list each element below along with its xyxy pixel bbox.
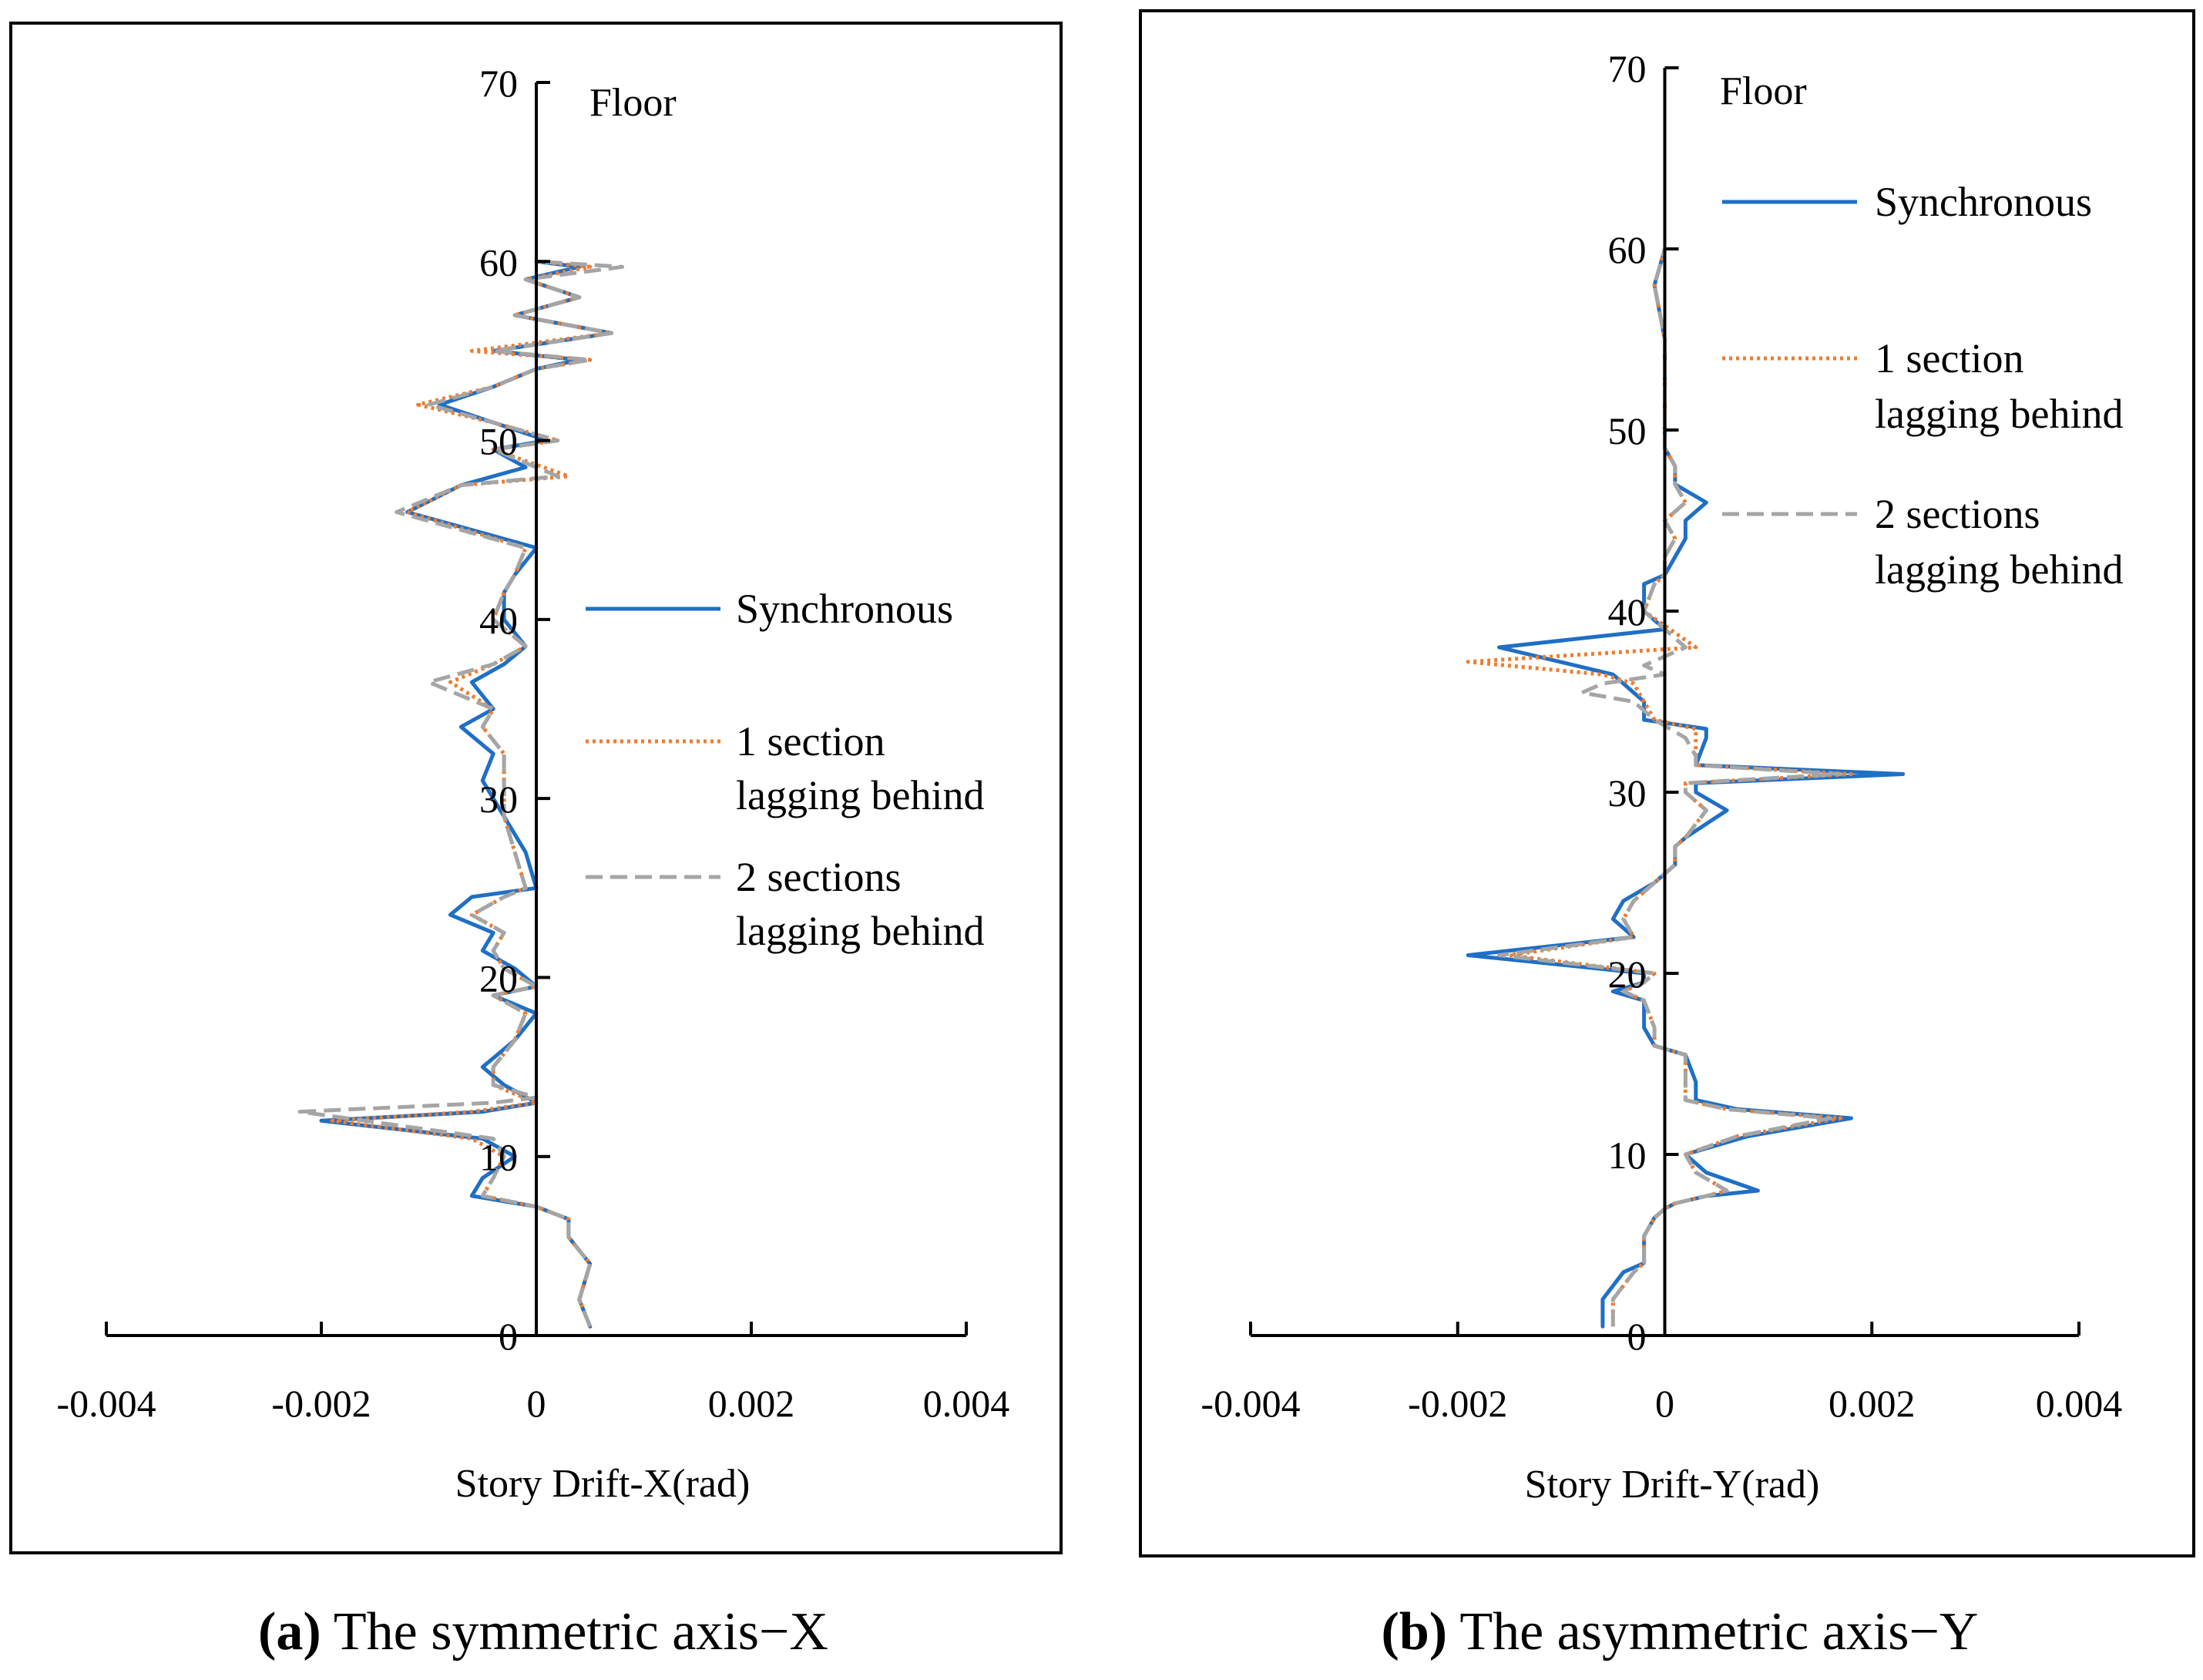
y-tick-label: 70	[479, 62, 518, 105]
series-line-1	[1466, 247, 1906, 1329]
panel-b-caption-label: (b)	[1382, 1602, 1448, 1662]
legend-label-1-section: 1 section lagging behind	[736, 718, 984, 818]
series-line-2	[330, 259, 614, 1328]
y-tick-label: 30	[479, 778, 518, 821]
y-tick-label: 10	[479, 1136, 518, 1179]
y-tick-label: 0	[499, 1315, 518, 1358]
x-tick-label: 0	[527, 1382, 546, 1425]
y-tick-label: 0	[1627, 1315, 1647, 1358]
x-tick-label: 0.002	[708, 1382, 795, 1425]
x-tick-label: 0.004	[923, 1382, 1010, 1425]
y-tick-label: 30	[1608, 771, 1647, 815]
x-tick-label: -0.004	[56, 1382, 156, 1425]
x-tick-label: 0.002	[1829, 1382, 1916, 1425]
panel-a-caption: (a) The symmetric axis−X	[258, 1602, 828, 1662]
legend-label-synchronous: Synchronous	[1875, 179, 2092, 225]
y-tick-label: 40	[479, 599, 518, 642]
panel-b-plot: -0.004 -0.002 0 0.002 0.004 0 10 20 30 40 50 60 70	[1201, 47, 2122, 1425]
y-tick-label: 60	[1608, 228, 1647, 271]
panel-b-ylabel: Floor	[1720, 69, 1807, 113]
y-tick-label: 20	[1608, 953, 1647, 996]
panel-a-ylabel: Floor	[589, 81, 677, 125]
x-tick-label: 0.004	[2036, 1382, 2123, 1425]
x-tick-label: -0.002	[1408, 1382, 1507, 1425]
legend-label-2-sections-line2: lagging behind	[736, 908, 984, 954]
series-line-3	[297, 259, 625, 1328]
panel-b: -0.004 -0.002 0 0.002 0.004 0 10 20 30 40 50 60 70 F…	[1139, 9, 2195, 1662]
legend-label-1-section-line2: lagging behind	[736, 772, 984, 818]
panel-b-caption-text: The asymmetric axis−Y	[1447, 1602, 1978, 1662]
panel-a-caption-text: The symmetric axis−X	[321, 1602, 828, 1662]
y-tick-label: 20	[479, 956, 518, 1000]
x-tick-label: -0.002	[271, 1382, 371, 1425]
legend-label-1-section: 1 section lagging behind	[1875, 335, 2123, 437]
y-tick-label: 50	[479, 420, 518, 463]
y-tick-label: 10	[1608, 1134, 1647, 1177]
y-tick-label: 40	[1608, 590, 1647, 633]
y-tick-label: 60	[479, 240, 518, 284]
y-tick-label: 70	[1608, 47, 1647, 90]
legend-label-synchronous: Synchronous	[736, 586, 953, 632]
legend-label-1-section-line2: lagging behind	[1875, 391, 2123, 437]
series-line-3	[1497, 248, 1843, 1327]
panel-a-xlabel: Story Drift-X(rad)	[455, 1462, 751, 1506]
x-tick-label: 0	[1655, 1382, 1674, 1425]
series-line-1	[319, 259, 614, 1329]
panel-a-caption-label: (a)	[258, 1602, 321, 1662]
panel-b-caption: (b) The asymmetric axis−Y	[1382, 1602, 1979, 1662]
panel-b-frame	[1139, 9, 2195, 1557]
legend-label-2-sections-line2: lagging behind	[1875, 546, 2123, 593]
panel-a-frame	[9, 22, 1063, 1554]
panel-a-legend: Synchronous 1 section lagging behind 2 s…	[586, 586, 984, 954]
legend-label-2-sections: 2 sections lagging behind	[736, 854, 984, 954]
legend-label-2-sections: 2 sections lagging behind	[1875, 491, 2123, 593]
legend-label-1-section-line1: 1 section	[1875, 335, 2023, 381]
panel-b-legend: Synchronous 1 section lagging behind 2 s…	[1722, 179, 2123, 593]
legend-label-2-sections-line1: 2 sections	[736, 854, 901, 900]
y-tick-label: 50	[1608, 409, 1647, 452]
series-line-2	[1466, 248, 1853, 1327]
panel-b-xlabel: Story Drift-Y(rad)	[1525, 1463, 1820, 1507]
panel-a: -0.004 -0.002 0 0.002 0.004 0 10 20 30 40 50 60 70 F…	[9, 22, 1063, 1662]
legend-label-2-sections-line1: 2 sections	[1875, 491, 2040, 537]
panel-a-plot: -0.004 -0.002 0 0.002 0.004 0 10 20 30 40 50 60 70	[56, 62, 1009, 1425]
legend-label-1-section-line1: 1 section	[736, 718, 885, 764]
x-tick-label: -0.004	[1201, 1382, 1300, 1425]
